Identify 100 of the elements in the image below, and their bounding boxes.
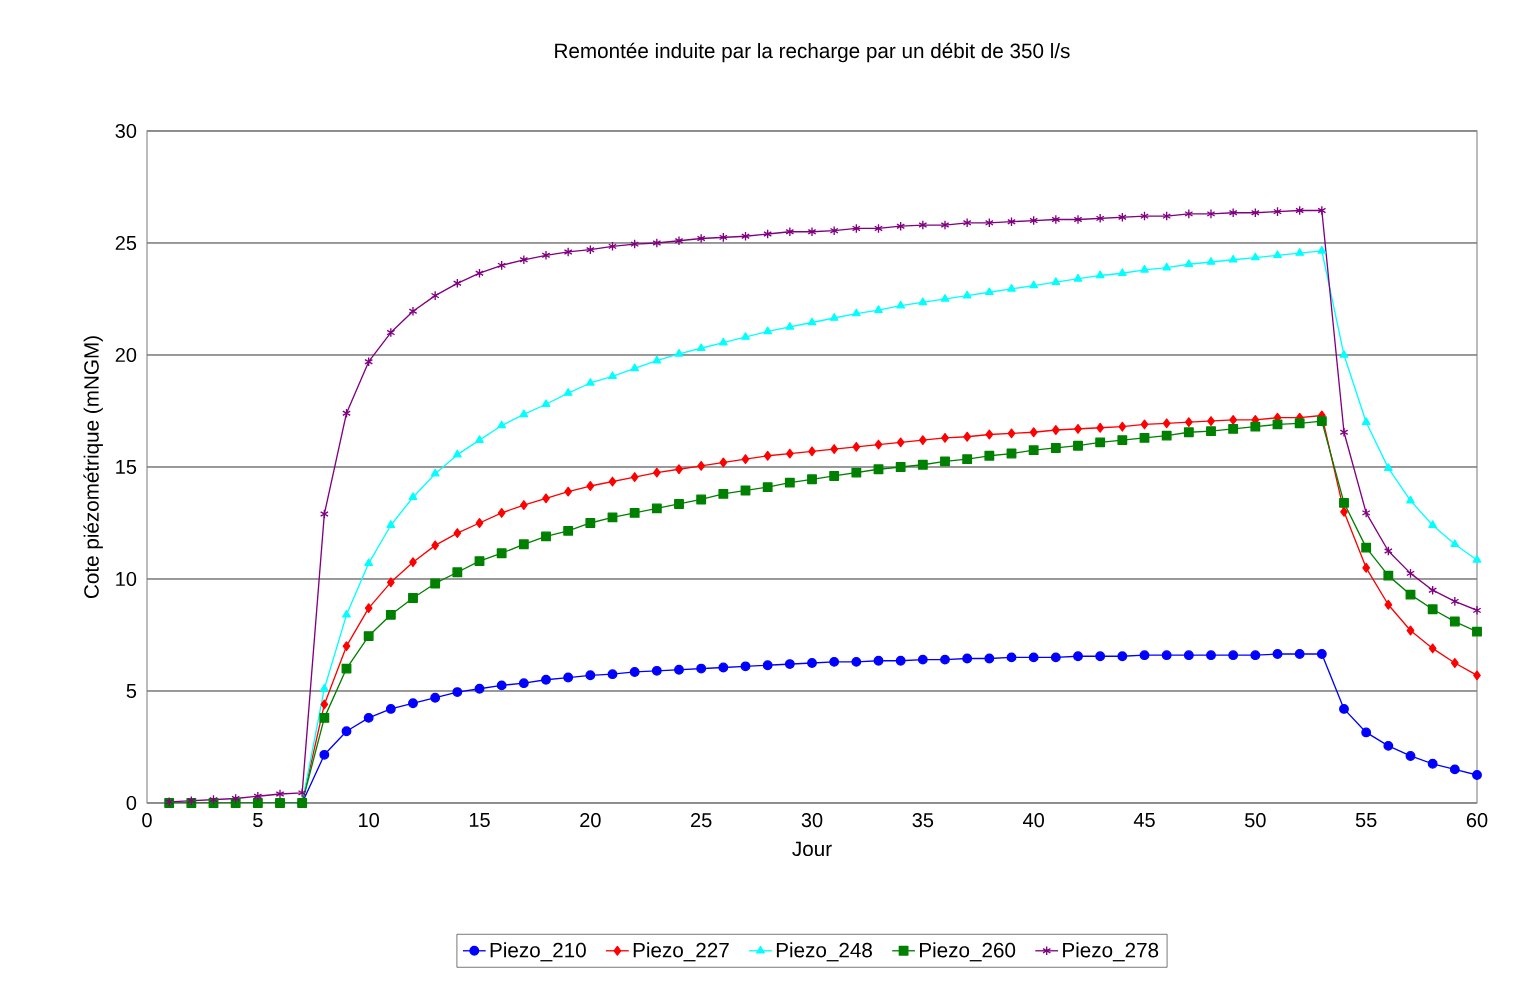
point: [1427, 604, 1438, 615]
x-tick-label: 60: [1466, 813, 1488, 828]
point: [1340, 506, 1348, 517]
point: [1096, 422, 1105, 433]
point: [917, 459, 928, 470]
point: [1073, 440, 1083, 451]
point: [1294, 649, 1305, 659]
x-tick-label: 45: [1133, 813, 1155, 827]
x-axis-title: Jour: [792, 841, 832, 857]
x-tick-label: 40: [1023, 813, 1044, 828]
point: [1316, 416, 1327, 426]
point: [851, 656, 862, 667]
chart-title: Remontée induite par la recharge par un débit de 350 l/s: [555, 42, 1070, 63]
point: [1295, 248, 1305, 256]
point: [1095, 213, 1105, 224]
x-tick-label: 55: [1355, 813, 1377, 827]
point: [962, 217, 972, 228]
point: [497, 420, 507, 429]
point: [1472, 605, 1482, 616]
point: [1073, 651, 1083, 662]
point: [586, 481, 595, 491]
point: [364, 603, 373, 614]
point: [874, 305, 883, 313]
point: [718, 662, 729, 673]
point: [1228, 650, 1239, 661]
point: [563, 388, 573, 396]
point: [431, 540, 440, 551]
point: [1295, 205, 1305, 216]
point: [1162, 262, 1172, 271]
point: [984, 653, 995, 664]
point: [1362, 562, 1371, 573]
point: [807, 226, 817, 237]
point: [1117, 651, 1128, 662]
point: [741, 231, 750, 242]
point: [452, 278, 462, 289]
point: [1028, 445, 1039, 456]
point: [608, 476, 617, 487]
point: [430, 578, 441, 589]
point: [917, 654, 928, 665]
point: [1007, 428, 1016, 439]
point: [297, 787, 307, 798]
point: [342, 408, 351, 419]
point: [1250, 252, 1260, 261]
point: [542, 493, 550, 504]
point: [1206, 208, 1216, 219]
point: [629, 667, 640, 677]
point: [874, 223, 883, 234]
point: [541, 674, 551, 685]
x-tick-label: 15: [469, 813, 490, 827]
point: [452, 687, 463, 698]
point: [629, 507, 640, 518]
point: [718, 488, 729, 499]
y-tick-label: 20: [115, 347, 137, 363]
point: [563, 672, 574, 683]
x-tick-label: 0: [142, 813, 152, 828]
point: [852, 441, 861, 452]
point: [962, 454, 973, 465]
point: [474, 683, 485, 694]
point: [1229, 415, 1238, 425]
point: [851, 467, 862, 478]
point: [984, 450, 995, 461]
point: [1140, 211, 1149, 222]
point: [1162, 211, 1172, 222]
point: [1272, 419, 1283, 430]
point: [652, 238, 662, 248]
point: [408, 698, 418, 709]
point: [430, 290, 440, 301]
point: [1007, 216, 1016, 227]
point: [1406, 495, 1415, 504]
point: [1428, 643, 1437, 654]
point: [829, 471, 840, 481]
x-tick-label: 10: [359, 813, 379, 828]
point: [342, 641, 351, 652]
point: [1029, 280, 1039, 289]
point: [785, 448, 794, 459]
point: [319, 683, 329, 692]
point: [829, 225, 839, 236]
point: [651, 665, 662, 676]
point: [674, 235, 684, 246]
point: [1361, 542, 1372, 553]
point: [1472, 555, 1482, 563]
point: [1472, 626, 1482, 637]
point: [563, 525, 574, 536]
point: [541, 399, 551, 408]
point: [386, 520, 396, 529]
point: [1184, 208, 1194, 219]
y-tick-label: 15: [116, 460, 137, 474]
point: [341, 663, 352, 674]
point: [564, 486, 573, 497]
point: [697, 460, 706, 471]
point: [386, 327, 396, 338]
point: [608, 241, 617, 252]
point: [386, 577, 395, 588]
point: [1250, 650, 1261, 661]
point: [763, 450, 772, 461]
point: [1339, 427, 1349, 438]
point: [363, 631, 374, 642]
point: [475, 268, 484, 279]
point: [1294, 418, 1305, 429]
point: [1273, 250, 1282, 259]
